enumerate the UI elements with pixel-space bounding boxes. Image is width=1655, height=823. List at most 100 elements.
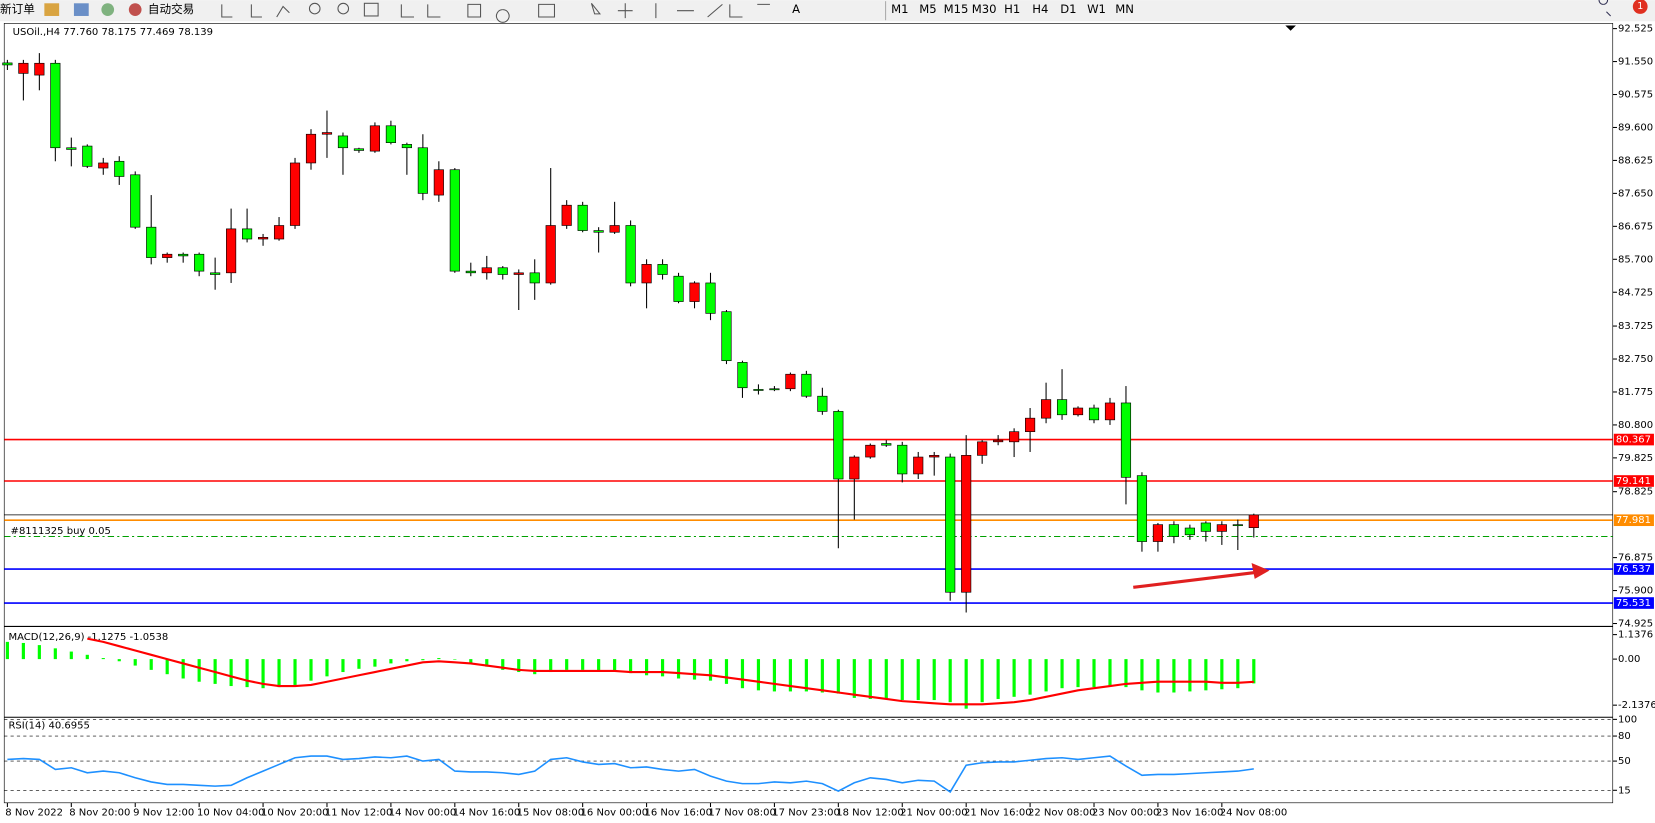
candle-body	[1152, 524, 1163, 542]
x-tick-label: 15 Nov 08:00	[517, 807, 585, 818]
candle-body	[737, 362, 748, 389]
new-order-button[interactable]: 新订单	[0, 2, 35, 16]
timeframe-button[interactable]: H1	[1004, 2, 1020, 16]
timeframe-button[interactable]: MN	[1115, 2, 1134, 16]
timeframe-button[interactable]: D1	[1060, 2, 1076, 16]
macd-bar	[772, 659, 777, 692]
candle-body	[50, 62, 61, 149]
y-tick-label: 92.525	[1618, 24, 1653, 35]
tile-icon[interactable]	[363, 2, 379, 17]
macd-bar	[309, 659, 313, 681]
candle-body	[769, 388, 780, 391]
macd-bar	[692, 659, 697, 680]
candle-body	[1088, 407, 1100, 421]
timeframe-button[interactable]: M30	[972, 2, 997, 16]
x-tick-label: 17 Nov 23:00	[772, 807, 840, 818]
candle-body	[162, 253, 173, 258]
price-level-tag	[1613, 563, 1654, 575]
toolbar: 新订单 自动交易 A M1 M5 M15 M30 H1 H4 D1 W1 MN 1	[0, 0, 1655, 23]
y-tick-label: 91.550	[1618, 57, 1653, 68]
timeframe-button[interactable]: H4	[1032, 2, 1048, 16]
timeframe-button[interactable]: M15	[944, 2, 969, 16]
y-tick-label: 87.650	[1618, 188, 1653, 199]
candle-body	[417, 147, 428, 194]
macd-bar	[341, 659, 345, 673]
price-level-label: 79.141	[1616, 476, 1651, 487]
macd-bar	[948, 659, 952, 703]
y-tick-label: 88.625	[1618, 155, 1653, 166]
icon[interactable]	[73, 3, 89, 16]
x-tick-label: 21 Nov 16:00	[964, 807, 1032, 818]
macd-bar	[53, 648, 57, 660]
macd-bar	[245, 659, 249, 688]
price-level-tag	[1613, 433, 1654, 446]
macd-bar	[501, 659, 505, 670]
notification-badge[interactable]	[1632, 0, 1648, 14]
candle-body	[929, 455, 940, 458]
macd-bar	[900, 659, 904, 701]
icon[interactable]	[101, 3, 115, 16]
y-tick-label: 1.1376	[1618, 630, 1653, 641]
y-tick-label: 78.825	[1618, 487, 1653, 498]
candle-body	[1072, 407, 1084, 416]
candle-body	[401, 144, 412, 149]
zoom-out[interactable]	[337, 2, 350, 15]
auto-trading-icon[interactable]	[128, 3, 142, 16]
candle-body	[1136, 475, 1148, 542]
timeframe-button[interactable]: M5	[919, 2, 936, 16]
macd-bar	[517, 659, 521, 673]
icon[interactable]	[44, 3, 60, 16]
candle-body	[1041, 399, 1052, 419]
macd-bar	[597, 659, 601, 671]
candle-body	[321, 132, 333, 135]
candle-body	[1009, 431, 1020, 443]
chart-tools[interactable]	[400, 3, 556, 23]
y-tick-label: 89.600	[1618, 122, 1653, 133]
macd-bar	[1156, 659, 1160, 693]
toolbar-bg	[0, 0, 1655, 22]
auto-trading-button[interactable]: 自动交易	[148, 2, 194, 16]
y-tick-label: 82.750	[1618, 354, 1653, 365]
macd-bar	[629, 659, 633, 674]
timeframe-button[interactable]: W1	[1087, 2, 1106, 16]
draw-tools[interactable]	[590, 2, 770, 19]
candle-body	[385, 125, 396, 143]
arrow-shaft	[1133, 570, 1255, 589]
macd-bar	[708, 659, 713, 681]
timeframe-button[interactable]: M1	[891, 2, 908, 16]
macd-bar	[533, 659, 537, 675]
candle-body	[865, 444, 876, 458]
text-tool[interactable]: A	[792, 2, 800, 16]
candle-body	[114, 160, 125, 177]
macd-bar	[724, 659, 729, 684]
macd-bar	[1204, 659, 1208, 691]
y-tick-label: 85.700	[1618, 254, 1653, 265]
macd-bar	[165, 659, 169, 675]
macd-bar	[1060, 659, 1064, 689]
candle-body	[305, 133, 317, 164]
shift-marker	[1285, 25, 1296, 31]
search-icon[interactable]	[1598, 0, 1612, 17]
candle-body	[1120, 402, 1132, 478]
candle-body	[817, 395, 828, 412]
macd-bar	[229, 659, 233, 687]
macd-bar	[1236, 659, 1240, 689]
macd-bar	[389, 659, 393, 664]
x-tick-label: 14 Nov 00:00	[389, 807, 457, 818]
macd-bar	[756, 659, 761, 691]
candle-body	[689, 282, 700, 302]
candle-body	[1168, 524, 1179, 537]
macd-bar	[197, 659, 201, 682]
plot: 92.525 91.550 90.575 89.600 88.625 87.650 86.6…	[2, 24, 1655, 818]
order-label: #8111325 buy 0.05	[11, 526, 111, 537]
chart-frame	[3, 23, 1614, 804]
macd-bar	[117, 659, 121, 662]
zoom-in[interactable]	[308, 2, 321, 15]
macd-bar	[101, 658, 105, 660]
annotation-arrow	[1133, 563, 1270, 589]
y-tick-label: 50	[1618, 756, 1631, 767]
price-level-tag	[1613, 597, 1654, 609]
chart-type-icons[interactable]	[221, 4, 290, 18]
